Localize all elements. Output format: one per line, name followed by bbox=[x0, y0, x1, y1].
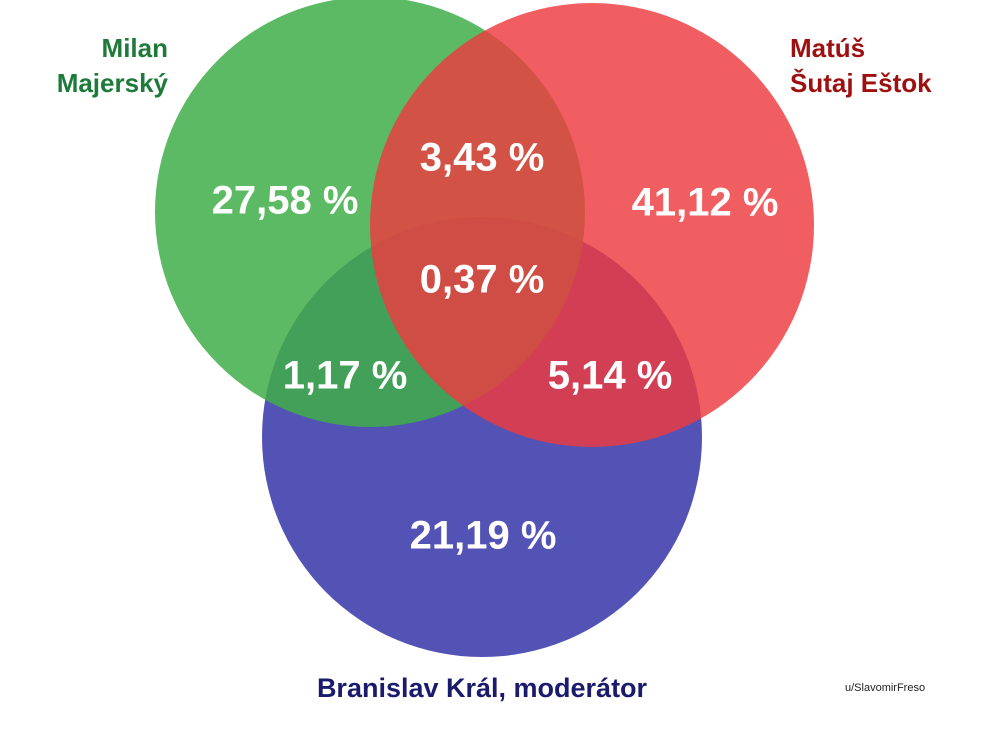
circles bbox=[155, 0, 814, 657]
set-label: Milan bbox=[102, 33, 168, 63]
area-label: 27,58 % bbox=[212, 179, 359, 223]
set-circle bbox=[370, 3, 814, 447]
set-label: Šutaj Eštok bbox=[790, 68, 932, 98]
area-label: 5,14 % bbox=[548, 354, 673, 398]
set-label: Matúš bbox=[790, 33, 865, 63]
area-label: 41,12 % bbox=[632, 181, 779, 225]
set-label: Branislav Král, moderátor bbox=[317, 673, 648, 703]
set-label: Majerský bbox=[57, 68, 169, 98]
area-label: 3,43 % bbox=[420, 136, 545, 180]
credit: u/SlavomirFreso bbox=[845, 682, 925, 694]
area-label: 1,17 % bbox=[283, 354, 408, 398]
area-label: 0,37 % bbox=[420, 258, 545, 302]
area-label: 21,19 % bbox=[410, 514, 557, 558]
